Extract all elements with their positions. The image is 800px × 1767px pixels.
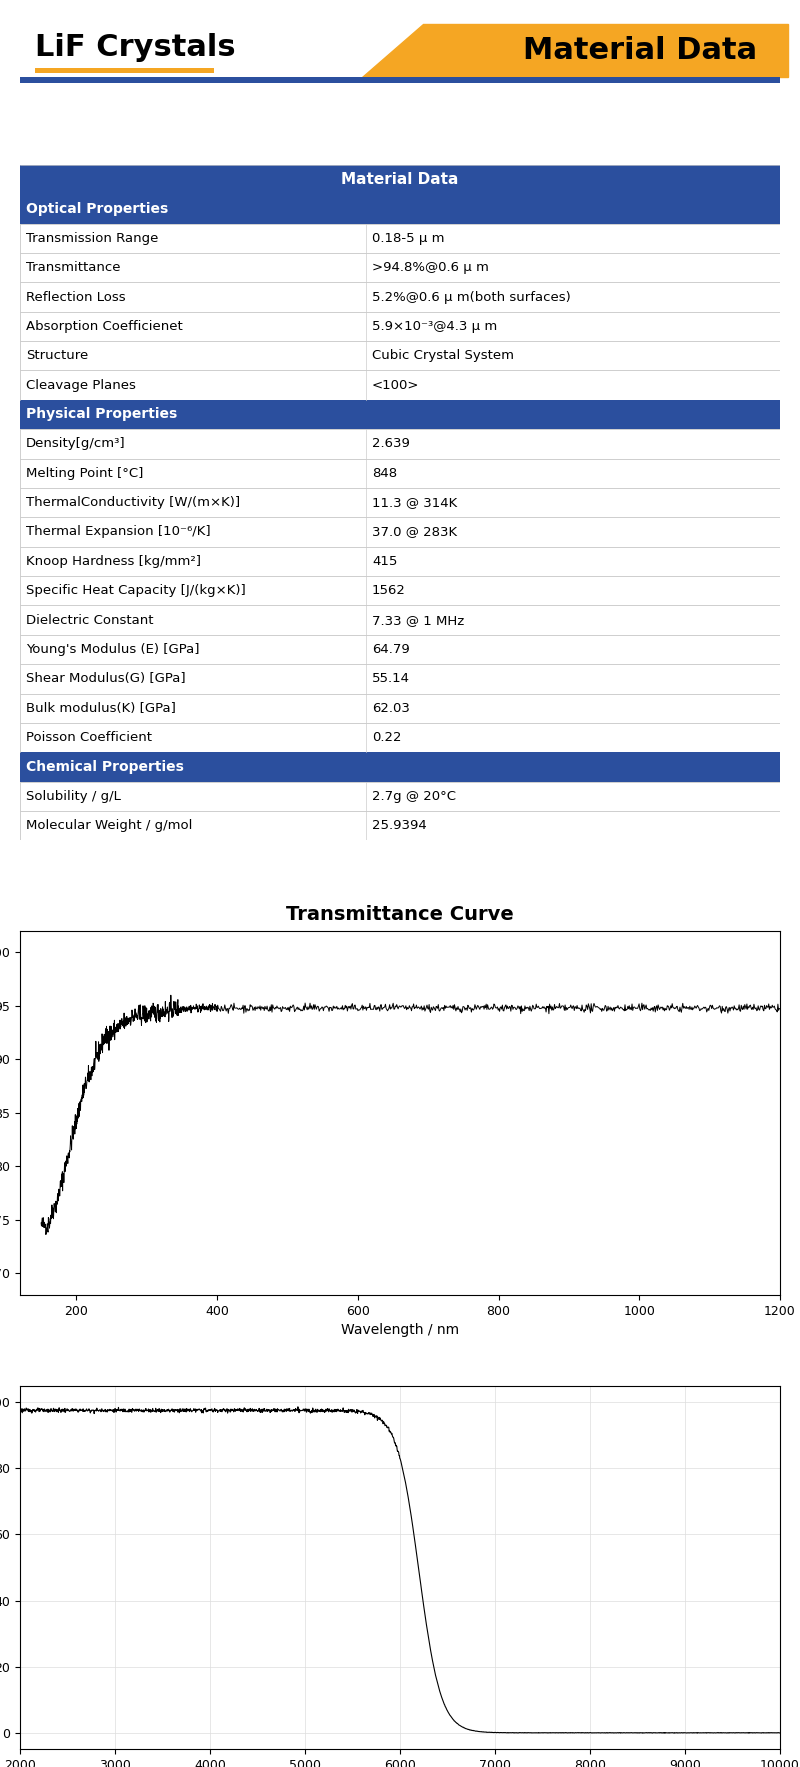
Bar — [20, 664, 780, 693]
Text: Material Data: Material Data — [523, 35, 757, 65]
Text: Dielectric Constant: Dielectric Constant — [26, 613, 154, 627]
Text: Melting Point [°C]: Melting Point [°C] — [26, 466, 143, 481]
Text: 62.03: 62.03 — [372, 701, 410, 714]
Text: Bulk modulus(K) [GPa]: Bulk modulus(K) [GPa] — [26, 701, 176, 714]
Bar — [35, 69, 214, 72]
Text: LiF Crystals: LiF Crystals — [35, 34, 236, 62]
Text: 25.9394: 25.9394 — [372, 820, 426, 832]
Bar — [20, 781, 780, 811]
Bar — [20, 693, 780, 723]
Text: Solubility / g/L: Solubility / g/L — [26, 790, 121, 802]
Text: 11.3 @ 314K: 11.3 @ 314K — [372, 497, 457, 509]
Text: Shear Modulus(G) [GPa]: Shear Modulus(G) [GPa] — [26, 673, 186, 686]
Text: Specific Heat Capacity [J/(kg×K)]: Specific Heat Capacity [J/(kg×K)] — [26, 585, 246, 597]
Text: 2.639: 2.639 — [372, 438, 410, 451]
Text: Transmittance: Transmittance — [26, 262, 121, 274]
Text: Cubic Crystal System: Cubic Crystal System — [372, 350, 514, 362]
Text: 64.79: 64.79 — [372, 643, 410, 656]
Bar — [20, 723, 780, 753]
Text: Density[g/cm³]: Density[g/cm³] — [26, 438, 126, 451]
Bar — [20, 488, 780, 518]
Bar — [20, 311, 780, 341]
Text: Poisson Coefficient: Poisson Coefficient — [26, 732, 152, 744]
X-axis label: Wavelength / nm: Wavelength / nm — [341, 1323, 459, 1338]
Text: <100>: <100> — [372, 378, 419, 392]
Text: Thermal Expansion [10⁻⁶/K]: Thermal Expansion [10⁻⁶/K] — [26, 525, 210, 539]
Bar — [20, 634, 780, 664]
Text: 848: 848 — [372, 466, 397, 481]
Text: Chemical Properties: Chemical Properties — [26, 760, 184, 774]
Text: Structure: Structure — [26, 350, 88, 362]
Title: Transmittance Curve: Transmittance Curve — [286, 905, 514, 924]
Bar — [20, 811, 780, 841]
Text: 0.22: 0.22 — [372, 732, 402, 744]
Text: >94.8%@0.6 μ m: >94.8%@0.6 μ m — [372, 262, 489, 274]
Bar — [20, 194, 780, 224]
Bar — [20, 283, 780, 311]
Bar — [20, 78, 780, 83]
Text: Transmission Range: Transmission Range — [26, 231, 158, 246]
Text: Young's Modulus (E) [GPa]: Young's Modulus (E) [GPa] — [26, 643, 199, 656]
Bar — [20, 253, 780, 283]
Text: Optical Properties: Optical Properties — [26, 201, 168, 216]
Text: 5.2%@0.6 μ m(both surfaces): 5.2%@0.6 μ m(both surfaces) — [372, 290, 570, 304]
Text: Knoop Hardness [kg/mm²]: Knoop Hardness [kg/mm²] — [26, 555, 201, 567]
Text: Cleavage Planes: Cleavage Planes — [26, 378, 136, 392]
Text: 7.33 @ 1 MHz: 7.33 @ 1 MHz — [372, 613, 464, 627]
Bar — [20, 164, 780, 194]
Text: 55.14: 55.14 — [372, 673, 410, 686]
Text: 37.0 @ 283K: 37.0 @ 283K — [372, 525, 457, 539]
Bar — [20, 576, 780, 606]
Text: 5.9×10⁻³@4.3 μ m: 5.9×10⁻³@4.3 μ m — [372, 320, 497, 332]
Text: 415: 415 — [372, 555, 398, 567]
Text: Physical Properties: Physical Properties — [26, 408, 178, 422]
Bar — [20, 753, 780, 781]
Text: Reflection Loss: Reflection Loss — [26, 290, 126, 304]
Text: Molecular Weight / g/mol: Molecular Weight / g/mol — [26, 820, 193, 832]
Text: Absorption Coefficienet: Absorption Coefficienet — [26, 320, 183, 332]
Bar — [20, 518, 780, 546]
Text: 1562: 1562 — [372, 585, 406, 597]
Bar — [20, 341, 780, 371]
Bar — [20, 224, 780, 253]
Bar — [20, 399, 780, 429]
Text: Material Data: Material Data — [342, 171, 458, 187]
Polygon shape — [362, 25, 787, 76]
Bar — [20, 546, 780, 576]
Text: 0.18-5 μ m: 0.18-5 μ m — [372, 231, 444, 246]
Bar — [20, 606, 780, 634]
Bar — [20, 459, 780, 488]
Bar — [20, 429, 780, 459]
Bar — [20, 371, 780, 399]
Text: ThermalConductivity [W/(m×K)]: ThermalConductivity [W/(m×K)] — [26, 497, 240, 509]
Text: 2.7g @ 20°C: 2.7g @ 20°C — [372, 790, 456, 802]
